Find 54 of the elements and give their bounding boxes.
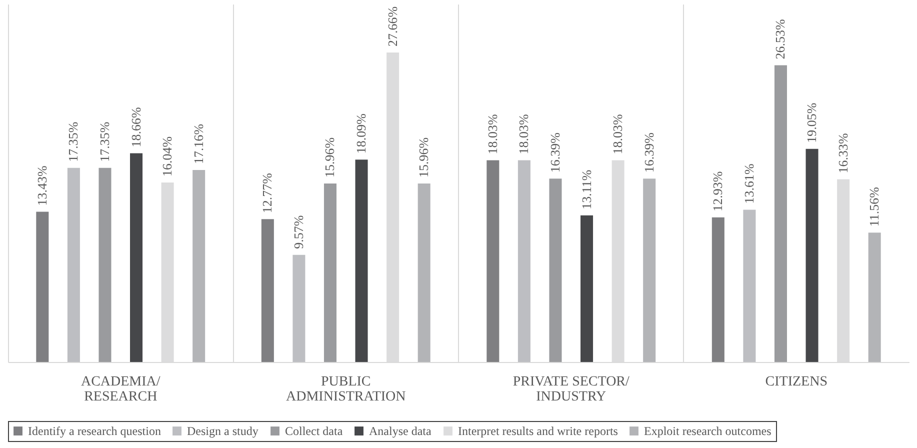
data-label: 13.11% <box>578 170 594 210</box>
data-label: 13.43% <box>34 166 50 206</box>
data-label: 26.53% <box>772 18 788 60</box>
data-label: 15.96% <box>322 137 338 178</box>
bar <box>418 183 430 362</box>
data-label: 12.93% <box>710 171 726 212</box>
bar <box>355 160 368 362</box>
data-label: 16.39% <box>547 132 562 173</box>
data-label: 19.05% <box>804 102 820 143</box>
data-label: 15.96% <box>416 137 432 178</box>
legend-label: Exploit research outcomes <box>644 424 772 438</box>
x-tick-label: CITIZENS <box>765 374 828 390</box>
bar <box>518 160 530 362</box>
bar <box>806 148 818 362</box>
data-label: 17.16% <box>190 124 206 164</box>
bar <box>712 217 724 362</box>
data-label: 16.04% <box>160 136 175 177</box>
bar <box>580 215 594 362</box>
x-tick-label: PUBLIC ADMINISTRATION <box>286 374 406 404</box>
data-label: 11.56% <box>866 186 882 227</box>
legend-label: Collect data <box>285 424 344 438</box>
legend-label: Design a study <box>187 424 258 438</box>
data-label: 16.39% <box>641 132 656 173</box>
data-label: 18.03% <box>516 114 532 154</box>
bar <box>549 178 562 362</box>
legend-label: Identify a research question <box>28 424 161 438</box>
data-label: 27.66% <box>384 6 400 47</box>
data-label: 13.61% <box>741 163 756 204</box>
data-label: 9.57% <box>290 215 306 249</box>
bar <box>643 178 656 362</box>
legend-label: Interpret results and write reports <box>458 424 618 438</box>
bar <box>67 168 80 362</box>
bar <box>98 168 112 362</box>
data-label: 17.35% <box>66 122 81 162</box>
bar <box>261 219 274 362</box>
bar <box>486 160 500 362</box>
x-tick-label: PRIVATE SECTOR/ INDUSTRY <box>512 374 630 404</box>
data-label: 18.03% <box>484 114 500 154</box>
data-label: 17.35% <box>96 122 112 162</box>
data-label: 18.09% <box>354 113 369 154</box>
x-tick-label: ACADEMIA/ RESEARCH <box>80 374 160 404</box>
legend-label: Analyse data <box>369 424 432 438</box>
bar <box>868 232 881 362</box>
bar <box>324 183 336 362</box>
bar <box>743 210 756 362</box>
data-label: 16.33% <box>835 133 850 174</box>
bar <box>130 153 143 362</box>
bar <box>192 170 206 362</box>
bar <box>36 212 49 362</box>
data-label: 18.03% <box>610 114 626 154</box>
bar <box>774 65 787 362</box>
data-label: 18.66% <box>128 106 144 148</box>
bar <box>292 254 306 362</box>
data-label: 12.77% <box>260 172 275 214</box>
